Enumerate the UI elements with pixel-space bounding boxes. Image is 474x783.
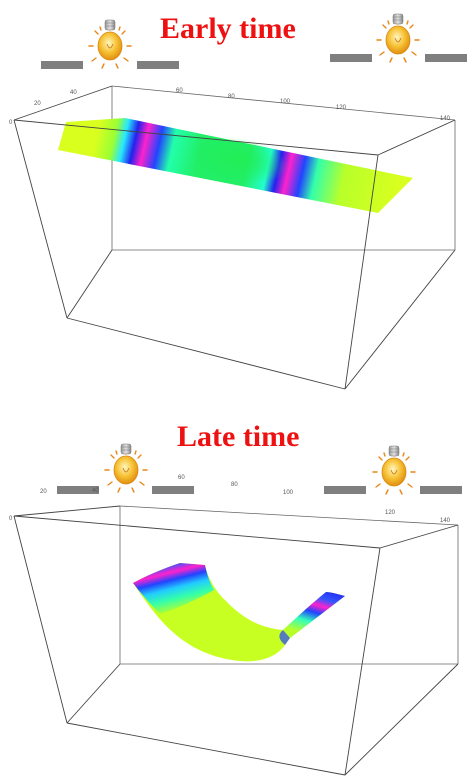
tick-label: 80 [231,482,238,488]
box-front-edges [13,505,459,776]
tick-label: 100 [283,490,294,496]
tick-label: 120 [385,510,396,516]
tick-label: 100 [280,99,291,105]
box-back-edges [119,505,459,665]
tick-label: 140 [440,518,451,524]
electrode-bar [41,61,83,69]
tick-label: 40 [70,90,77,96]
early-time-panel: 0 20 40 60 80 100 120 140 [9,13,467,390]
tick-label: 60 [176,88,183,94]
light-bulb-icon [372,445,416,495]
tick-label: 20 [34,101,41,107]
tick-label: 120 [336,105,347,111]
tick-label: 0 [9,120,13,126]
early-time-title: Early time [160,12,296,45]
electrode-bar [137,61,179,69]
electrode-bar [324,486,366,494]
electrode-bar [425,54,467,62]
tick-label: 40 [92,488,99,494]
tick-label: 80 [228,94,235,100]
light-bulb-icon [88,19,132,69]
electrode-bar [152,486,194,494]
late-axis-ticks: 0 20 40 60 80 100 120 140 [9,475,451,524]
tick-label: 20 [40,489,47,495]
electrode-bar [57,486,99,494]
electrode-bar [420,486,462,494]
tick-label: 140 [440,116,451,122]
electrode-bar [330,54,372,62]
tick-label: 60 [178,475,185,481]
light-bulb-icon [104,443,148,493]
light-bulb-icon [376,13,420,63]
late-time-panel: 0 20 40 60 80 100 120 140 [9,443,462,776]
early-time-slice [58,118,413,213]
late-time-slice [133,563,345,662]
box-back-edges [111,85,456,251]
tick-label: 0 [9,516,13,522]
box-front-edges [13,85,456,390]
late-time-title: Late time [177,420,300,453]
early-axis-ticks: 0 20 40 60 80 100 120 140 [9,88,451,126]
